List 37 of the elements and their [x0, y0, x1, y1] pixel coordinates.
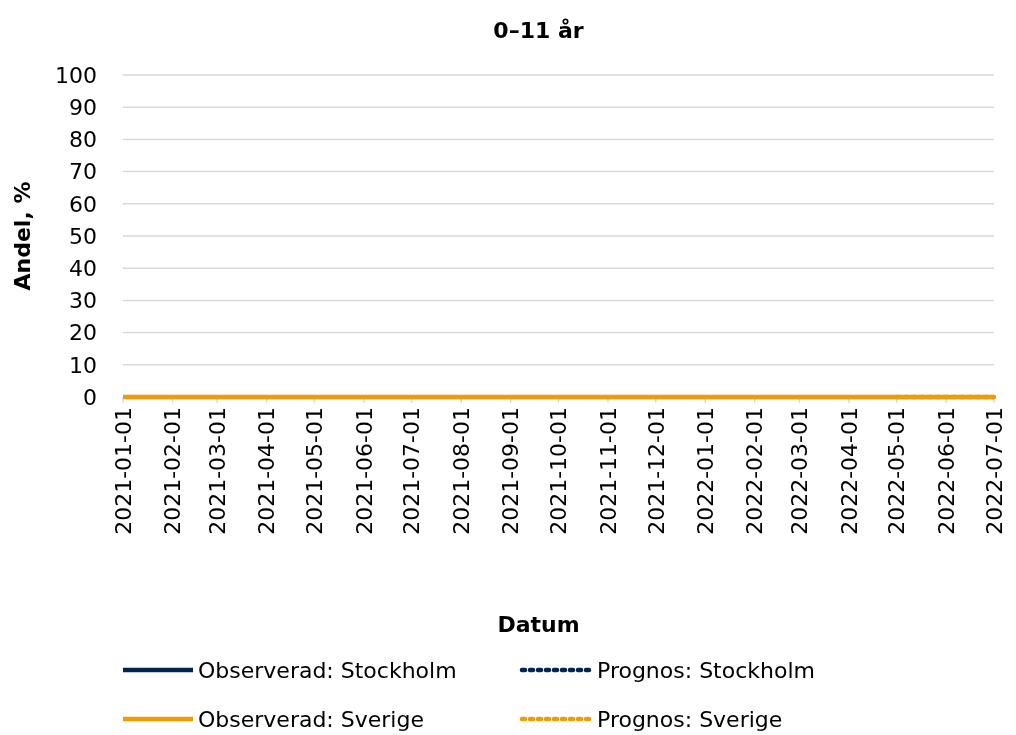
legend-label: Observerad: Sverige: [198, 706, 424, 732]
x-tick-label: 2022-06-01: [933, 407, 959, 535]
x-tick-label: 2021-07-01: [399, 407, 425, 535]
x-tick-label: 2022-01-01: [692, 407, 718, 535]
x-tick-label: 2021-02-01: [160, 407, 186, 535]
chart-title: 0–11 år: [493, 18, 584, 43]
y-tick-label: 10: [69, 352, 97, 378]
y-tick-label: 100: [55, 62, 97, 88]
x-tick-label: 2021-08-01: [448, 407, 474, 535]
x-tick-label: 2021-12-01: [643, 407, 669, 535]
x-tick-label: 2021-01-01: [110, 407, 136, 535]
y-tick-label: 70: [69, 159, 97, 185]
x-tick-label: 2022-04-01: [836, 407, 862, 535]
x-tick-label: 2022-07-01: [981, 407, 1007, 535]
legend-label: Prognos: Stockholm: [597, 657, 815, 683]
x-tick-label: 2021-03-01: [204, 407, 230, 535]
x-tick-label: 2021-11-01: [595, 407, 621, 535]
y-tick-label: 0: [83, 384, 97, 410]
y-tick-label: 80: [69, 127, 97, 153]
y-tick-label: 20: [69, 320, 97, 346]
legend-label: Prognos: Sverige: [597, 706, 783, 732]
y-tick-label: 90: [69, 94, 97, 120]
x-tick-label: 2022-02-01: [742, 407, 768, 535]
y-tick-label: 60: [69, 191, 97, 217]
x-axis-title: Datum: [497, 612, 580, 637]
y-tick-label: 40: [69, 255, 97, 281]
x-tick-label: 2022-05-01: [884, 407, 910, 535]
legend-label: Observerad: Stockholm: [198, 657, 457, 683]
x-tick-label: 2021-06-01: [351, 407, 377, 535]
x-tick-label: 2021-10-01: [546, 407, 572, 535]
x-tick-label: 2022-03-01: [787, 407, 813, 535]
x-tick-label: 2021-04-01: [254, 407, 280, 535]
y-tick-label: 30: [69, 288, 97, 314]
x-tick-label: 2021-05-01: [302, 407, 328, 535]
x-tick-label: 2021-09-01: [498, 407, 524, 535]
y-tick-label: 50: [69, 223, 97, 249]
y-axis-title: Andel, %: [10, 181, 35, 291]
